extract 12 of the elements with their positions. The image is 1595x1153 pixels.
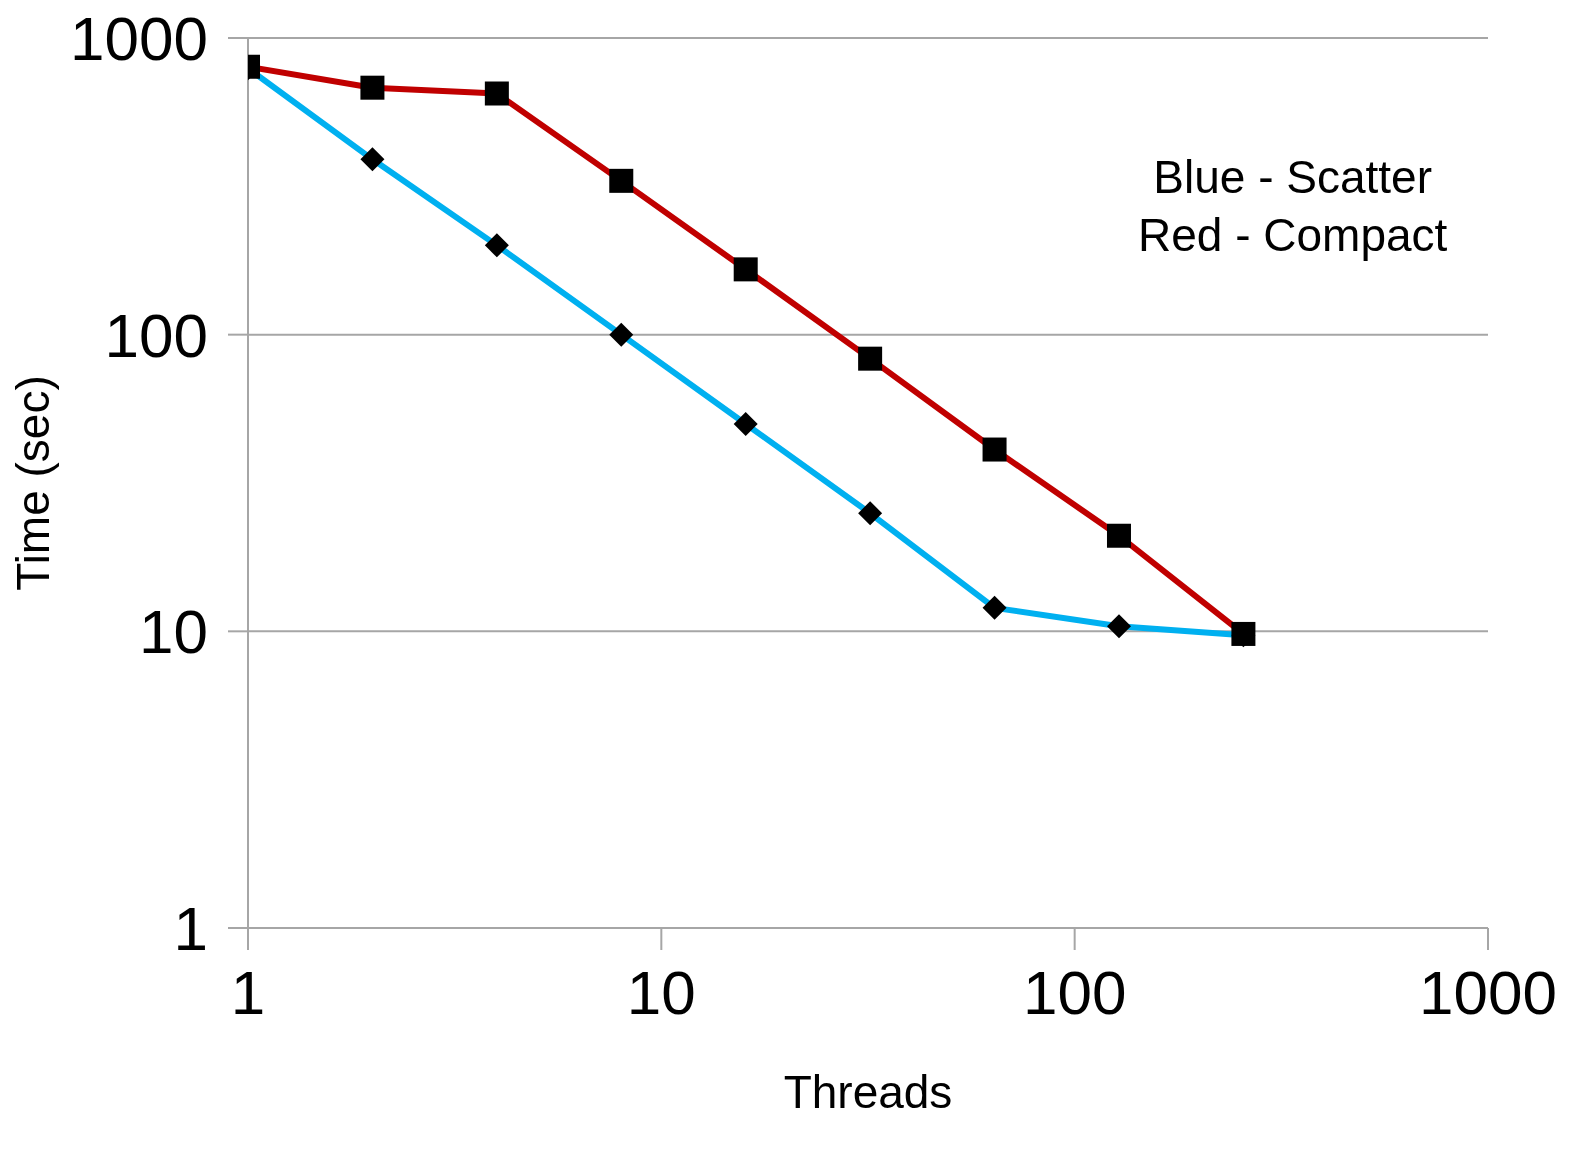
y-axis-title: Time (sec) xyxy=(7,375,60,591)
y-tick-label: 1000 xyxy=(70,4,208,74)
annotation: Blue - Scatter xyxy=(1152,150,1433,205)
x-tick-label: 1000 xyxy=(1419,958,1557,1028)
x-tick-label: 1 xyxy=(230,958,266,1028)
annotation: Red - Compact xyxy=(1138,208,1448,263)
x-tick-label: 10 xyxy=(626,958,696,1028)
x-axis-title: Threads xyxy=(783,1066,953,1118)
x-tick-label: 100 xyxy=(1022,958,1127,1028)
y-tick-label: 1 xyxy=(173,894,208,964)
y-tick-label: 10 xyxy=(139,597,208,667)
y-tick-label: 100 xyxy=(104,300,208,370)
